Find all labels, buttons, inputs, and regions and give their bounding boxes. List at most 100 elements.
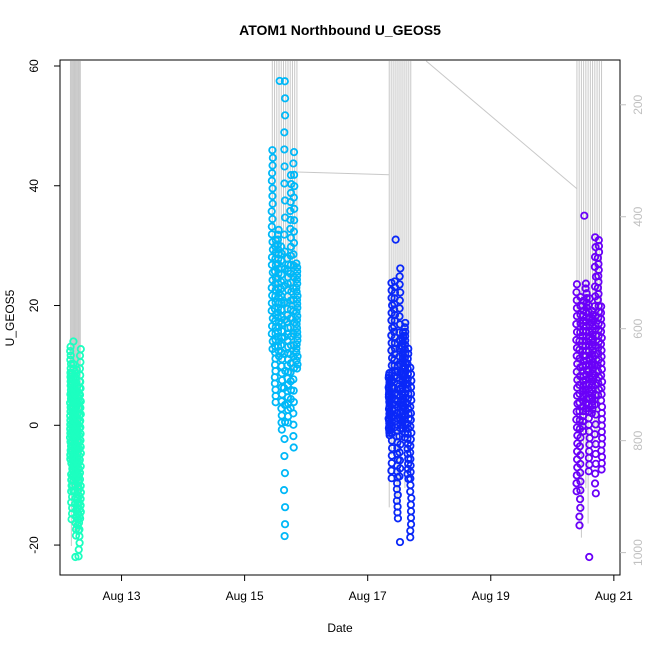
data-point	[575, 521, 584, 530]
data-point	[280, 247, 290, 256]
data-point	[292, 259, 301, 268]
data-point	[403, 434, 412, 443]
trajectory-layer	[69, 60, 603, 546]
data-point	[66, 351, 75, 360]
data-point	[289, 147, 299, 157]
data-point	[289, 159, 298, 168]
data-point	[292, 319, 301, 329]
data-point	[277, 425, 286, 434]
data-point	[396, 264, 405, 273]
data-point	[280, 520, 290, 529]
data-point	[584, 453, 594, 463]
data-point	[590, 479, 600, 488]
data-point	[277, 411, 286, 420]
data-point	[289, 250, 298, 259]
data-point	[406, 363, 415, 372]
data-point	[293, 303, 302, 313]
data-point	[594, 236, 603, 245]
data-point	[591, 469, 600, 478]
data-point	[396, 288, 405, 297]
data-point	[289, 443, 298, 452]
data-point	[286, 215, 295, 225]
data-point	[286, 171, 296, 180]
data-point	[292, 348, 301, 357]
data-point	[292, 324, 302, 333]
data-point-max	[391, 235, 400, 244]
data-point	[274, 250, 283, 259]
y-axis: -20 0 20 40 60	[27, 59, 60, 554]
data-point	[572, 319, 581, 329]
data-point	[280, 128, 289, 137]
data-point	[268, 214, 277, 224]
data-point	[290, 182, 299, 191]
data-point	[591, 420, 600, 429]
data-point	[289, 409, 298, 418]
data-point	[395, 472, 404, 481]
data-point	[597, 302, 606, 311]
y-right-tick-label: 400	[631, 206, 645, 226]
data-point	[279, 486, 289, 495]
data-point	[289, 227, 299, 236]
data-point	[572, 280, 582, 289]
x-tick-label: Aug 15	[226, 589, 264, 603]
data-point	[267, 207, 276, 216]
data-point	[572, 487, 581, 496]
data-point	[572, 288, 581, 297]
data-point	[292, 287, 301, 296]
data-point	[581, 279, 590, 288]
data-point	[289, 170, 299, 179]
data-point	[576, 468, 585, 477]
data-point	[581, 284, 590, 293]
data-point	[406, 481, 415, 490]
data-point	[406, 520, 416, 529]
data-point	[401, 332, 410, 341]
data-point	[66, 346, 75, 356]
data-point	[590, 400, 599, 409]
data-point-min	[280, 531, 289, 541]
data-point	[401, 336, 410, 345]
data-point	[292, 340, 301, 349]
data-point	[274, 225, 283, 234]
data-point	[584, 467, 593, 476]
data-point	[289, 397, 298, 407]
data-point	[395, 456, 405, 465]
data-point	[591, 489, 600, 498]
data-point	[280, 434, 289, 444]
data-point	[406, 500, 415, 509]
y-right-tick-label: 200	[631, 94, 645, 114]
data-point	[404, 349, 413, 358]
x-tick-label: Aug 19	[472, 589, 510, 603]
data-point	[585, 440, 594, 449]
data-point	[276, 242, 286, 251]
data-point	[395, 312, 404, 321]
data-point	[576, 503, 585, 512]
x-tick-label: Aug 17	[349, 589, 387, 603]
data-point	[75, 538, 84, 548]
y-tick-label: -20	[27, 536, 41, 554]
data-point	[289, 432, 298, 441]
chart-title: ATOM1 Northbound U_GEOS5	[239, 22, 441, 38]
data-point	[293, 352, 302, 361]
y-tick-label: 0	[27, 422, 41, 429]
data-point	[273, 327, 283, 336]
data-point	[280, 503, 290, 512]
data-point	[280, 145, 289, 154]
data-point	[293, 279, 302, 288]
data-point	[400, 323, 409, 332]
data-point	[268, 153, 277, 162]
data-point	[406, 533, 415, 542]
data-point	[268, 199, 277, 208]
data-point	[395, 448, 404, 457]
data-point	[280, 94, 290, 103]
data-point	[290, 216, 299, 225]
data-point	[404, 344, 413, 353]
y-axis-right: 200 400 600 800 1000	[620, 94, 645, 566]
data-point	[268, 169, 277, 178]
data-point	[289, 386, 298, 395]
data-point	[576, 433, 585, 442]
data-point	[293, 311, 302, 321]
data-point	[406, 507, 416, 516]
data-point	[292, 307, 301, 317]
data-point	[280, 468, 290, 478]
data-point	[280, 111, 290, 120]
